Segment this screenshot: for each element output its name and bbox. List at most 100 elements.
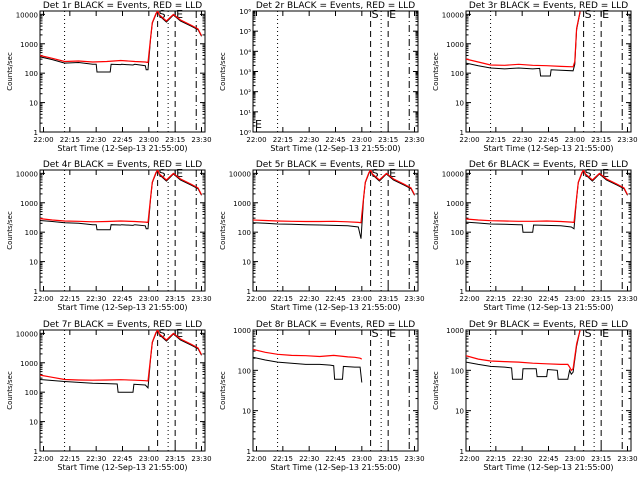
panel-5-xtick-label: 23:30 xyxy=(404,295,424,303)
panel-2-xtick-label: 22:30 xyxy=(299,136,319,144)
panel-3-xtick-label: 22:45 xyxy=(538,136,558,144)
panel-7-ytick-label: 1000 xyxy=(20,360,38,368)
panel-7-marker-s: S xyxy=(159,327,166,340)
panel-9-xtick-label: 22:15 xyxy=(486,455,506,463)
panel-2-marker-e-left: E xyxy=(255,118,262,131)
panel-9-ytick-label: 100 xyxy=(451,367,464,375)
panel-1-ytick-label: 1 xyxy=(34,129,38,137)
panel-8-xtick-label: 22:45 xyxy=(325,455,345,463)
panel-3-series-lld xyxy=(466,11,581,68)
panel-2-ytick-label: 10⁶ xyxy=(239,8,251,16)
panel-7-series-lld xyxy=(40,330,203,382)
panel-7-xtick-label: 22:45 xyxy=(112,455,132,463)
panel-9-xtick-label: 22:00 xyxy=(459,455,479,463)
panel-8: Det 8r BLACK = Events, RED = LLD 22:00 22:… xyxy=(219,320,425,472)
panel-9-marker-e: E xyxy=(602,327,609,340)
panel-4-marker-s: S xyxy=(159,167,166,180)
panel-8-ylabel: Counts/sec xyxy=(219,371,227,410)
panel-3-marker-e: E xyxy=(602,8,609,21)
panel-5-ytick-label: 1 xyxy=(247,288,251,296)
panel-2-title: Det 2r BLACK = Events, RED = LLD xyxy=(256,1,415,11)
panel-8-xtick-label: 22:00 xyxy=(246,455,266,463)
panel-5-xtick-label: 23:00 xyxy=(352,295,372,303)
panel-3-ytick-label: 10 xyxy=(455,100,464,108)
panel-6-xtick-label: 23:00 xyxy=(565,295,585,303)
panel-8-xtick-label: 23:30 xyxy=(404,455,424,463)
panel-3-xtick-label: 22:00 xyxy=(459,136,479,144)
panel-4-ytick-label: 10000 xyxy=(16,170,38,178)
panel-9-xtick-label: 23:30 xyxy=(617,455,637,463)
panel-8-ytick-label: 1 xyxy=(247,448,251,456)
panel-2-marker-s: S xyxy=(372,8,379,21)
panel-7-ytick-label: 100 xyxy=(25,389,38,397)
panel-7-xlabel: Start Time (12-Sep-13 21:55:00) xyxy=(57,463,187,472)
panel-8-marker-e: E xyxy=(389,327,396,340)
panel-1-ytick-label: 10000 xyxy=(16,11,38,19)
panel-8-ytick-label: 10 xyxy=(242,408,251,416)
panel-5: Det 5r BLACK = Events, RED = LLD 22:00 22:… xyxy=(219,160,425,312)
panel-5-xtick-label: 22:00 xyxy=(246,295,266,303)
panel-1-xtick-label: 22:30 xyxy=(86,136,106,144)
panel-2-ytick-label: 10⁴ xyxy=(239,48,251,56)
panel-9: Det 9r BLACK = Events, RED = LLD 22:00 22:… xyxy=(432,320,638,472)
panel-5-ylabel: Counts/sec xyxy=(219,211,227,250)
panel-2-ytick-label: 10² xyxy=(239,89,251,97)
panel-5-ytick-label: 10000 xyxy=(229,170,251,178)
panel-6-ytick-label: 10 xyxy=(455,259,464,267)
panel-4-xtick-label: 22:00 xyxy=(33,295,53,303)
panel-4-ylabel: Counts/sec xyxy=(6,211,14,250)
panel-9-xtick-label: 23:15 xyxy=(591,455,611,463)
panel-7-title: Det 7r BLACK = Events, RED = LLD xyxy=(43,320,202,330)
panel-8-xtick-label: 23:15 xyxy=(378,455,398,463)
panel-4-xtick-label: 22:15 xyxy=(60,295,80,303)
panel-8-xlabel: Start Time (12-Sep-13 21:55:00) xyxy=(270,463,400,472)
panel-5-series-lld xyxy=(253,170,416,224)
panel-2-xlabel: Start Time (12-Sep-13 21:55:00) xyxy=(270,144,400,153)
panel-7-xtick-label: 23:00 xyxy=(139,455,159,463)
panel-3-xlabel: Start Time (12-Sep-13 21:55:00) xyxy=(483,144,613,153)
panel-1-series-lld xyxy=(40,11,203,64)
panel-4-xtick-label: 23:15 xyxy=(165,295,185,303)
panel-9-ytick-label: 1 xyxy=(460,448,464,456)
panel-6-series-lld xyxy=(466,170,629,224)
panel-7-ylabel: Counts/sec xyxy=(6,371,14,410)
panel-7-ytick-label: 10000 xyxy=(16,330,38,338)
panel-7-xtick-label: 22:00 xyxy=(33,455,53,463)
panel-5-xtick-label: 22:45 xyxy=(325,295,345,303)
panel-1-xtick-label: 22:15 xyxy=(60,136,80,144)
panel-9-ytick-label: 10 xyxy=(455,408,464,416)
panel-6-xtick-label: 23:30 xyxy=(617,295,637,303)
panel-3: Det 3r BLACK = Events, RED = LLD 22:00 22:… xyxy=(432,1,638,153)
panel-2-ylabel: Counts/sec xyxy=(219,52,227,91)
panel-1-ytick-label: 10 xyxy=(29,100,38,108)
panel-1-xtick-label: 22:45 xyxy=(112,136,132,144)
panel-7-xtick-label: 23:30 xyxy=(191,455,211,463)
panel-3-ytick-label: 10000 xyxy=(442,11,464,19)
panel-5-xtick-label: 23:15 xyxy=(378,295,398,303)
panel-5-xtick-label: 22:15 xyxy=(273,295,293,303)
panel-9-xtick-label: 23:00 xyxy=(565,455,585,463)
panel-4-title: Det 4r BLACK = Events, RED = LLD xyxy=(43,160,202,170)
panel-8-xtick-label: 23:00 xyxy=(352,455,372,463)
panel-6-ytick-label: 10000 xyxy=(442,170,464,178)
panel-9-ylabel: Counts/sec xyxy=(432,371,440,410)
panel-2-xtick-label: 23:30 xyxy=(404,136,424,144)
panel-1-ylabel: Counts/sec xyxy=(6,52,14,91)
panel-2-xtick-label: 23:00 xyxy=(352,136,372,144)
panel-8-marker-s: S xyxy=(372,327,379,340)
panel-5-xtick-label: 22:30 xyxy=(299,295,319,303)
panel-5-ytick-label: 10 xyxy=(242,259,251,267)
panel-9-xtick-label: 22:30 xyxy=(512,455,532,463)
panel-4-ytick-label: 1 xyxy=(34,288,38,296)
panel-9-xtick-label: 22:45 xyxy=(538,455,558,463)
panel-8-series-events xyxy=(253,356,363,383)
panel-2-xtick-label: 22:15 xyxy=(273,136,293,144)
panel-3-ytick-label: 1 xyxy=(460,129,464,137)
panel-7-ytick-label: 10 xyxy=(29,419,38,427)
panel-7: Det 7r BLACK = Events, RED = LLD 22:00 22:… xyxy=(6,320,212,472)
panel-8-series-lld xyxy=(253,348,363,360)
panel-9-marker-s: S xyxy=(585,327,592,340)
panel-6-marker-s: S xyxy=(585,167,592,180)
panel-1-title: Det 1r BLACK = Events, RED = LLD xyxy=(43,1,202,11)
